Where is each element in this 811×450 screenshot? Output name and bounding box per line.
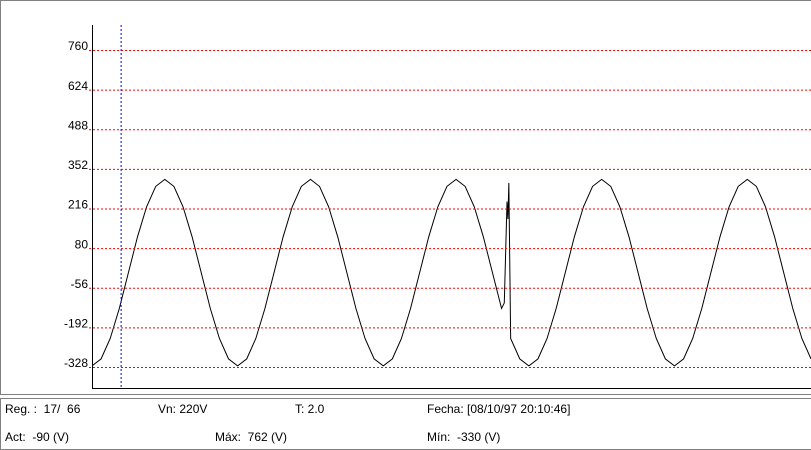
y-tick-label: 624 [68,79,88,93]
y-tick-label: 760 [68,39,88,53]
y-tick-label: 216 [68,198,88,212]
t: T: 2.0 [295,402,325,416]
y-tick-label: -328 [64,356,88,370]
y-tick-label: 488 [68,118,88,132]
min: Mín: -330 (V) [427,430,500,444]
plot-area [92,178,811,367]
chart-panel [0,0,811,395]
vn: Vn: 220V [158,402,207,416]
act: Act: -90 (V) [5,430,69,444]
waveform [92,178,811,367]
max: Máx: 762 (V) [215,430,287,444]
y-tick-label: 80 [75,237,89,251]
fecha: Fecha: [08/10/97 20:10:46] [427,402,570,416]
y-tick-label: -56 [71,277,89,291]
status-panel [0,398,811,450]
y-tick-label: 352 [68,158,88,172]
y-tick-label: -192 [64,317,88,331]
reg: Reg. : 17/ 66 [5,402,81,416]
